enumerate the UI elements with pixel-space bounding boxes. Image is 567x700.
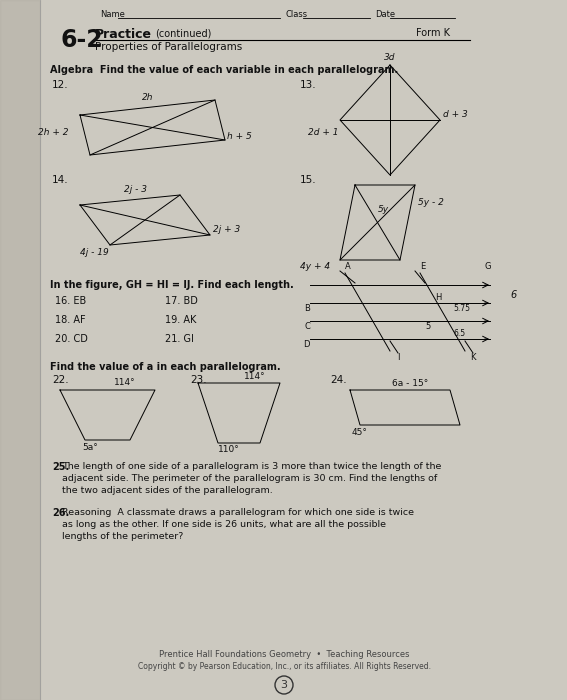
Text: 45°: 45° [352, 428, 368, 437]
Text: 16. EB: 16. EB [55, 296, 86, 306]
Text: 24.: 24. [330, 375, 346, 385]
Text: Name: Name [100, 10, 125, 19]
Text: 114°: 114° [114, 378, 136, 387]
Text: 6-2: 6-2 [60, 28, 103, 52]
Text: 25.: 25. [52, 462, 69, 472]
Text: E: E [420, 262, 426, 271]
Text: 22.: 22. [52, 375, 69, 385]
Text: d + 3: d + 3 [443, 110, 468, 119]
Text: 4j - 19: 4j - 19 [80, 248, 109, 257]
Text: h + 5: h + 5 [227, 132, 252, 141]
Text: In the figure, GH = HI = IJ. Find each length.: In the figure, GH = HI = IJ. Find each l… [50, 280, 294, 290]
Text: 6a - 15°: 6a - 15° [392, 379, 428, 388]
Text: Copyright © by Pearson Education, Inc., or its affiliates. All Rights Reserved.: Copyright © by Pearson Education, Inc., … [138, 662, 430, 671]
Text: 2d + 1: 2d + 1 [307, 128, 338, 137]
Text: 18. AF: 18. AF [55, 315, 86, 325]
Text: adjacent side. The perimeter of the parallelogram is 30 cm. Find the lengths of: adjacent side. The perimeter of the para… [62, 474, 437, 483]
Text: B: B [304, 304, 310, 313]
Text: Algebra  Find the value of each variable in each parallelogram.: Algebra Find the value of each variable … [50, 65, 398, 75]
Text: 6: 6 [510, 290, 516, 300]
Text: 3: 3 [281, 680, 287, 690]
Text: lengths of the perimeter?: lengths of the perimeter? [62, 532, 183, 541]
Text: (continued): (continued) [155, 28, 211, 38]
Text: 2j - 3: 2j - 3 [124, 185, 146, 194]
Text: A: A [345, 262, 351, 271]
Text: 3d: 3d [384, 53, 396, 62]
Text: 14.: 14. [52, 175, 69, 185]
Text: as long as the other. If one side is 26 units, what are all the possible: as long as the other. If one side is 26 … [62, 520, 386, 529]
Text: 4y + 4: 4y + 4 [300, 262, 330, 271]
Text: H: H [435, 293, 442, 302]
Text: K: K [470, 353, 476, 362]
Text: 23.: 23. [190, 375, 206, 385]
Text: 2j + 3: 2j + 3 [213, 225, 240, 234]
Text: 20. CD: 20. CD [55, 334, 88, 344]
Text: Practice: Practice [95, 28, 152, 41]
Text: Date: Date [375, 10, 395, 19]
Text: Properties of Parallelograms: Properties of Parallelograms [95, 42, 242, 52]
Text: 17. BD: 17. BD [165, 296, 198, 306]
Text: 5a°: 5a° [82, 443, 98, 452]
Text: The length of one side of a parallelogram is 3 more than twice the length of the: The length of one side of a parallelogra… [62, 462, 441, 471]
Text: 13.: 13. [300, 80, 316, 90]
Text: Form K: Form K [416, 28, 450, 38]
Text: 5y - 2: 5y - 2 [418, 198, 444, 207]
Text: 12.: 12. [52, 80, 69, 90]
Text: 6.5: 6.5 [453, 329, 465, 338]
Text: C: C [304, 322, 310, 331]
Text: Find the value of a in each parallelogram.: Find the value of a in each parallelogra… [50, 362, 281, 372]
Text: 2h + 2: 2h + 2 [37, 128, 68, 137]
Text: 19. AK: 19. AK [165, 315, 196, 325]
Text: G: G [485, 262, 491, 271]
Text: 21. GI: 21. GI [165, 334, 194, 344]
Text: Reasoning  A classmate draws a parallelogram for which one side is twice: Reasoning A classmate draws a parallelog… [62, 508, 414, 517]
Text: 5: 5 [425, 322, 430, 331]
Text: 5.75: 5.75 [453, 304, 470, 313]
Text: 26.: 26. [52, 508, 69, 518]
Text: 114°: 114° [244, 372, 266, 381]
Text: D: D [303, 340, 310, 349]
Text: I: I [397, 353, 399, 362]
Text: the two adjacent sides of the parallelogram.: the two adjacent sides of the parallelog… [62, 486, 273, 495]
Text: 5y: 5y [378, 205, 388, 214]
Text: 15.: 15. [300, 175, 316, 185]
Text: 110°: 110° [218, 445, 240, 454]
Text: Class: Class [285, 10, 307, 19]
Text: 2h: 2h [142, 93, 154, 102]
Text: Prentice Hall Foundations Geometry  •  Teaching Resources: Prentice Hall Foundations Geometry • Tea… [159, 650, 409, 659]
